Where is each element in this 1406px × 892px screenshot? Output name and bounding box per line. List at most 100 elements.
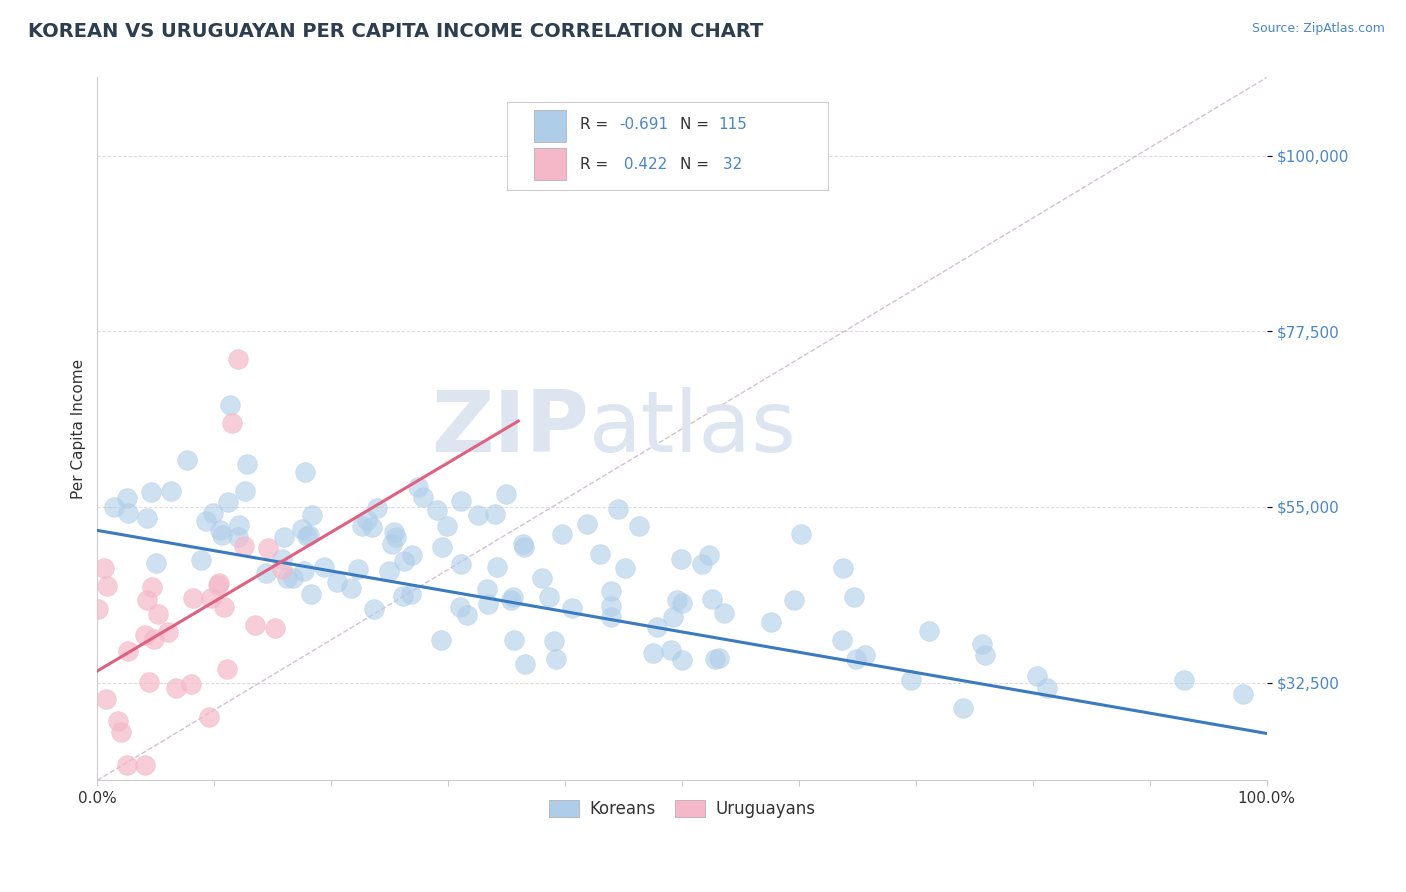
Point: [339, 581, 361, 595]
Point: [134, 627, 156, 641]
Point: [513, 540, 536, 554]
Point: [264, 620, 287, 634]
Point: [627, 519, 650, 533]
Point: [221, 416, 243, 430]
Point: [160, 484, 183, 499]
Point: [412, 491, 434, 505]
Text: R =: R =: [581, 117, 613, 132]
Point: [156, 625, 179, 640]
Point: [115, 491, 138, 506]
Point: [195, 514, 218, 528]
Point: [543, 633, 565, 648]
Point: [918, 624, 941, 638]
Point: [970, 637, 993, 651]
Point: [215, 662, 238, 676]
Point: [361, 519, 384, 533]
Point: [378, 564, 401, 578]
Point: [450, 557, 472, 571]
Point: [208, 576, 231, 591]
Point: [117, 506, 139, 520]
Point: [190, 553, 212, 567]
Point: [1232, 687, 1254, 701]
Point: [363, 602, 385, 616]
Point: [200, 591, 222, 605]
Point: [136, 511, 159, 525]
Point: [599, 583, 621, 598]
Point: [502, 590, 524, 604]
Point: [450, 494, 472, 508]
Point: [391, 590, 413, 604]
Point: [671, 552, 693, 566]
Point: [257, 541, 280, 555]
Point: [134, 757, 156, 772]
Point: [853, 648, 876, 663]
Point: [561, 600, 583, 615]
Point: [165, 681, 187, 695]
Point: [276, 570, 298, 584]
Point: [356, 513, 378, 527]
Point: [217, 495, 239, 509]
Point: [270, 551, 292, 566]
Point: [381, 537, 404, 551]
Point: [671, 653, 693, 667]
Point: [94, 692, 117, 706]
Point: [432, 540, 454, 554]
Point: [366, 500, 388, 515]
Point: [273, 530, 295, 544]
Point: [436, 518, 458, 533]
Point: [600, 610, 623, 624]
Point: [600, 599, 623, 614]
Point: [228, 518, 250, 533]
Point: [211, 528, 233, 542]
Point: [713, 607, 735, 621]
Point: [502, 633, 524, 648]
Point: [783, 593, 806, 607]
Point: [475, 582, 498, 596]
Point: [243, 617, 266, 632]
Point: [430, 633, 453, 648]
Point: [952, 701, 974, 715]
Point: [974, 648, 997, 662]
Point: [226, 530, 249, 544]
Point: [208, 523, 231, 537]
Text: 32: 32: [718, 157, 742, 171]
Point: [700, 591, 723, 606]
Point: [235, 483, 257, 498]
Point: [117, 644, 139, 658]
Point: [477, 597, 499, 611]
Point: [845, 652, 868, 666]
Point: [456, 608, 478, 623]
Text: -0.691: -0.691: [619, 117, 668, 132]
Point: [485, 560, 508, 574]
Point: [704, 651, 727, 665]
Point: [1026, 669, 1049, 683]
Point: [831, 632, 853, 647]
Point: [93, 561, 115, 575]
Point: [789, 527, 811, 541]
Point: [219, 398, 242, 412]
Point: [326, 574, 349, 589]
Point: [690, 557, 713, 571]
Point: [665, 593, 688, 607]
Point: [226, 351, 249, 366]
Point: [1036, 681, 1059, 695]
Point: [87, 602, 110, 616]
Text: 115: 115: [718, 117, 747, 132]
Point: [180, 677, 202, 691]
Point: [96, 580, 118, 594]
Point: [136, 593, 159, 607]
Point: [842, 590, 865, 604]
Point: [641, 646, 664, 660]
Point: [207, 577, 229, 591]
Point: [426, 503, 449, 517]
Point: [606, 502, 628, 516]
Point: [233, 539, 256, 553]
Point: [176, 452, 198, 467]
Point: [384, 524, 406, 539]
Point: [392, 554, 415, 568]
Point: [512, 537, 534, 551]
Point: [141, 484, 163, 499]
Text: KOREAN VS URUGUAYAN PER CAPITA INCOME CORRELATION CHART: KOREAN VS URUGUAYAN PER CAPITA INCOME CO…: [28, 22, 763, 41]
Point: [613, 561, 636, 575]
Point: [314, 560, 336, 574]
